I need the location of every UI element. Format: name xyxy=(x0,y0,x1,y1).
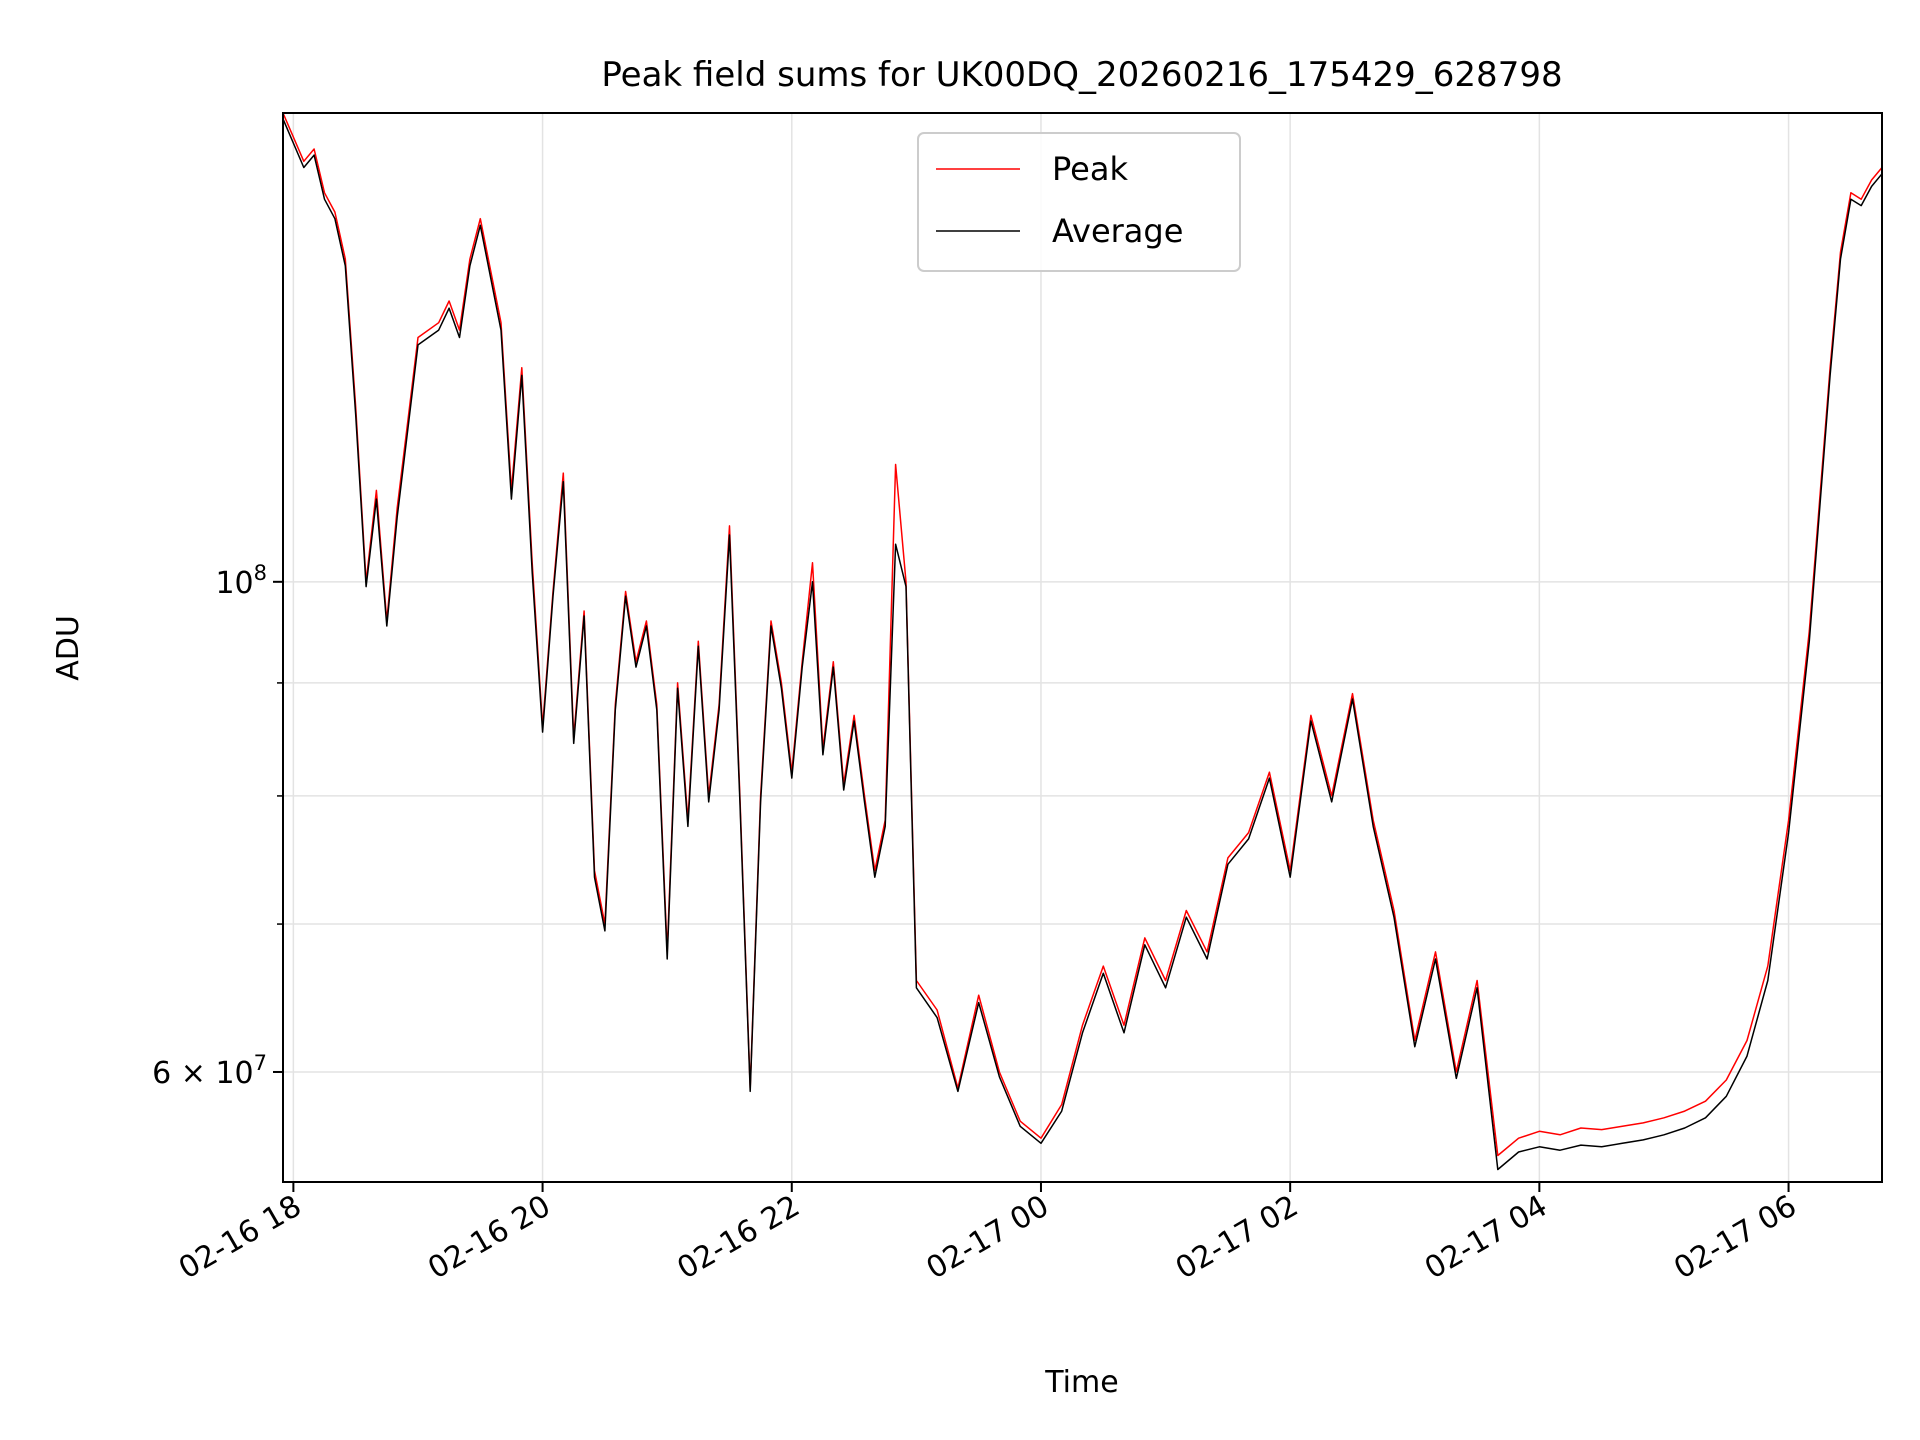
y-tick-exponent: 8 xyxy=(254,561,267,585)
x-tick-label: 02-17 02 xyxy=(1170,1189,1304,1287)
y-tick-label: 108 xyxy=(215,561,267,601)
legend: Peak Average xyxy=(917,132,1241,272)
y-axis-label: ADU xyxy=(51,615,86,681)
x-tick-label: 02-16 18 xyxy=(173,1189,307,1287)
legend-box xyxy=(917,132,1241,272)
y-tick-base: 10 xyxy=(215,566,253,601)
chart-title: Peak field sums for UK00DQ_20260216_1754… xyxy=(601,55,1562,95)
y-tick-label: 6 × 107 xyxy=(152,1051,267,1091)
series-line-peak xyxy=(282,112,1883,1157)
y-tick-exponent: 7 xyxy=(254,1051,267,1075)
x-tick-label: 02-16 22 xyxy=(671,1189,805,1287)
x-tick-label: 02-16 20 xyxy=(422,1189,556,1287)
x-tick-label: 02-17 06 xyxy=(1668,1189,1802,1287)
x-tick-label: 02-17 00 xyxy=(921,1189,1055,1287)
x-tick-label: 02-17 04 xyxy=(1419,1189,1553,1287)
y-tick-mantissa: 6 xyxy=(152,1056,171,1091)
y-tick-base: 10 xyxy=(215,1056,253,1091)
x-axis-ticks: 02-16 18 02-16 20 02-16 22 02-17 00 02-17 02… xyxy=(173,1182,1803,1287)
plot-frame xyxy=(282,112,1883,1183)
legend-label-average: Average xyxy=(1052,212,1183,250)
series-layer xyxy=(282,112,1883,1171)
series-line-average xyxy=(282,118,1883,1171)
grid xyxy=(283,113,1882,1182)
x-axis-label: Time xyxy=(1044,1365,1118,1400)
legend-label-peak: Peak xyxy=(1052,150,1128,188)
